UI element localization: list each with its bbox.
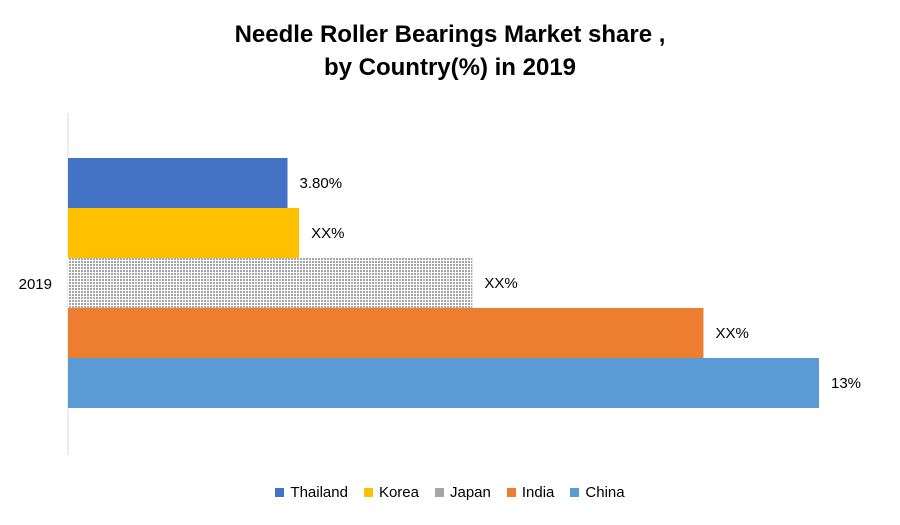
chart-title-line-1: Needle Roller Bearings Market share , xyxy=(234,21,666,48)
data-label-japan: XX% xyxy=(484,275,517,292)
data-label-thailand: 3.80% xyxy=(300,175,343,192)
legend-item-thailand: Thailand xyxy=(275,484,348,501)
legend-item-japan: Japan xyxy=(434,484,491,501)
legend-swatch-india xyxy=(506,488,516,497)
data-label-india: XX% xyxy=(715,325,748,342)
legend-swatch-korea xyxy=(363,488,373,497)
data-label-korea: XX% xyxy=(311,225,344,242)
bar-india xyxy=(68,308,704,358)
legend-label-china: China xyxy=(585,484,625,501)
legend-item-korea: Korea xyxy=(363,484,419,501)
bar-thailand xyxy=(68,158,288,208)
bar-china xyxy=(68,358,819,408)
legend-swatch-thailand xyxy=(275,488,285,497)
bars-group: 3.80% XX% XX% XX% 13% xyxy=(68,158,861,408)
data-label-china: 13% xyxy=(831,375,861,392)
legend-label-india: India xyxy=(521,484,555,501)
legend-label-japan: Japan xyxy=(449,484,491,501)
legend-swatch-japan xyxy=(434,488,444,497)
chart-title-line-2: by Country(%) in 2019 xyxy=(323,54,577,81)
legend-item-china: China xyxy=(570,484,625,501)
legend-label-korea: Korea xyxy=(378,484,419,501)
bar-korea xyxy=(68,208,300,258)
legend-label-thailand: Thailand xyxy=(290,484,348,501)
legend: Thailand Korea Japan India China xyxy=(0,484,900,501)
legend-swatch-china xyxy=(570,488,580,497)
legend-item-india: India xyxy=(506,484,555,501)
bar-japan xyxy=(68,258,473,308)
chart-title: Needle Roller Bearings Market share , by… xyxy=(0,18,900,84)
category-tick-label: 2019 xyxy=(19,276,52,293)
